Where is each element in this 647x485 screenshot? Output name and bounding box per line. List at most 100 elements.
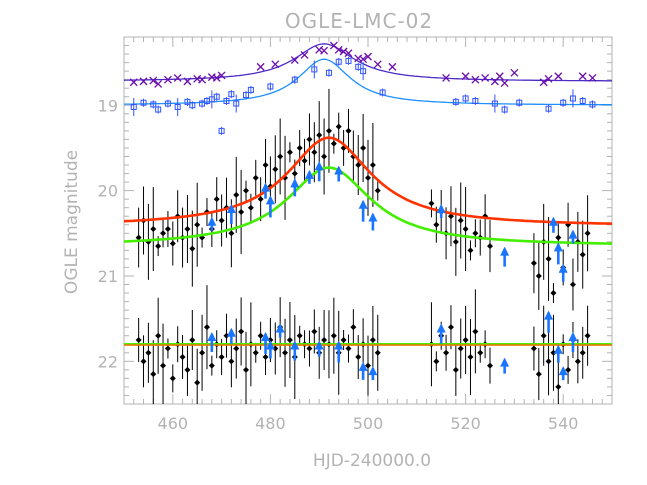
x-marker-point bbox=[373, 60, 382, 69]
data-point bbox=[262, 354, 269, 361]
data-point bbox=[330, 332, 337, 339]
x-marker-point bbox=[256, 62, 265, 71]
x-tick-label: 480 bbox=[255, 414, 286, 433]
data-point bbox=[272, 166, 279, 173]
arrow-head bbox=[207, 216, 217, 226]
data-point bbox=[272, 345, 279, 352]
data-point bbox=[530, 260, 537, 267]
data-point bbox=[228, 230, 235, 237]
x-marker-point bbox=[198, 75, 207, 84]
x-marker-point bbox=[554, 72, 563, 81]
arrow-head bbox=[358, 361, 368, 371]
data-point bbox=[252, 349, 259, 356]
data-point bbox=[291, 170, 298, 177]
x-marker-point bbox=[183, 77, 192, 86]
square-marker-point bbox=[472, 98, 479, 105]
arrow-head bbox=[261, 331, 271, 341]
arrow-head bbox=[261, 182, 271, 192]
data-point bbox=[203, 324, 210, 331]
arrow-head bbox=[368, 212, 378, 222]
data-point bbox=[145, 349, 152, 356]
arrow-head bbox=[334, 340, 344, 350]
data-point bbox=[321, 153, 328, 160]
x-marker-point bbox=[300, 50, 309, 59]
arrow-head bbox=[265, 195, 275, 205]
data-point bbox=[467, 354, 474, 361]
arrow-head bbox=[558, 366, 568, 376]
data-point bbox=[238, 328, 245, 335]
arrow-head bbox=[314, 340, 324, 350]
data-point bbox=[301, 157, 308, 164]
square-marker-point bbox=[452, 98, 459, 105]
data-point bbox=[584, 230, 591, 237]
data-point bbox=[447, 324, 454, 331]
data-group bbox=[124, 41, 612, 404]
square-marker-point bbox=[267, 83, 274, 90]
arrow-head bbox=[553, 344, 563, 354]
x-marker-point bbox=[344, 49, 353, 58]
data-point bbox=[535, 272, 542, 279]
square-marker-point bbox=[516, 99, 523, 106]
data-point bbox=[160, 230, 167, 237]
square-marker-point bbox=[545, 105, 552, 112]
arrow-head bbox=[568, 229, 578, 239]
square-marker-point bbox=[130, 103, 137, 110]
data-point bbox=[555, 383, 562, 390]
x-tick-label: 500 bbox=[353, 414, 384, 433]
data-point bbox=[443, 349, 450, 356]
data-point bbox=[487, 243, 493, 250]
data-point bbox=[584, 332, 591, 339]
data-point bbox=[194, 379, 201, 386]
data-point bbox=[135, 234, 142, 241]
data-point bbox=[457, 345, 464, 352]
arrow-head bbox=[290, 178, 300, 188]
data-point bbox=[345, 127, 352, 134]
x-marker-point bbox=[173, 74, 182, 82]
x-marker-point bbox=[495, 72, 504, 81]
data-point bbox=[555, 234, 562, 241]
data-point bbox=[238, 208, 245, 215]
x-marker-point bbox=[290, 56, 299, 65]
x-marker-point bbox=[588, 74, 597, 82]
x-marker-point bbox=[339, 47, 348, 56]
data-point bbox=[330, 140, 337, 147]
arrow-head bbox=[500, 246, 510, 256]
data-point bbox=[545, 358, 552, 365]
data-point bbox=[457, 217, 464, 224]
data-point bbox=[311, 149, 318, 156]
arrow-head bbox=[500, 357, 510, 367]
data-point bbox=[199, 349, 206, 356]
top-x-fit-curve bbox=[124, 43, 612, 82]
data-point bbox=[462, 336, 469, 343]
data-point bbox=[150, 226, 157, 233]
data-point bbox=[169, 375, 176, 382]
square-marker-point bbox=[150, 101, 157, 108]
square-marker-point bbox=[291, 76, 298, 83]
x-marker-point bbox=[471, 75, 480, 84]
square-marker-point bbox=[233, 100, 240, 107]
data-point bbox=[282, 349, 289, 356]
square-marker-point bbox=[223, 98, 230, 105]
square-marker-point bbox=[491, 100, 498, 107]
data-point bbox=[350, 324, 357, 331]
main-fit-curve-green bbox=[124, 166, 612, 245]
x-tick-label: 540 bbox=[548, 414, 579, 433]
data-point bbox=[252, 174, 259, 181]
data-point bbox=[296, 332, 303, 339]
data-point bbox=[277, 153, 284, 160]
data-point bbox=[355, 354, 362, 361]
arrow-head bbox=[304, 169, 314, 179]
data-point bbox=[208, 362, 215, 369]
x-marker-point bbox=[510, 68, 519, 77]
arrow-head bbox=[544, 310, 554, 320]
square-marker-point bbox=[569, 95, 576, 102]
data-point bbox=[184, 226, 191, 233]
data-point bbox=[233, 191, 240, 198]
data-point bbox=[189, 336, 196, 343]
data-point bbox=[467, 247, 474, 254]
data-point bbox=[579, 349, 586, 356]
y-axis-label: OGLE magnitude bbox=[62, 150, 82, 294]
data-point bbox=[452, 366, 459, 373]
data-point bbox=[184, 366, 191, 373]
